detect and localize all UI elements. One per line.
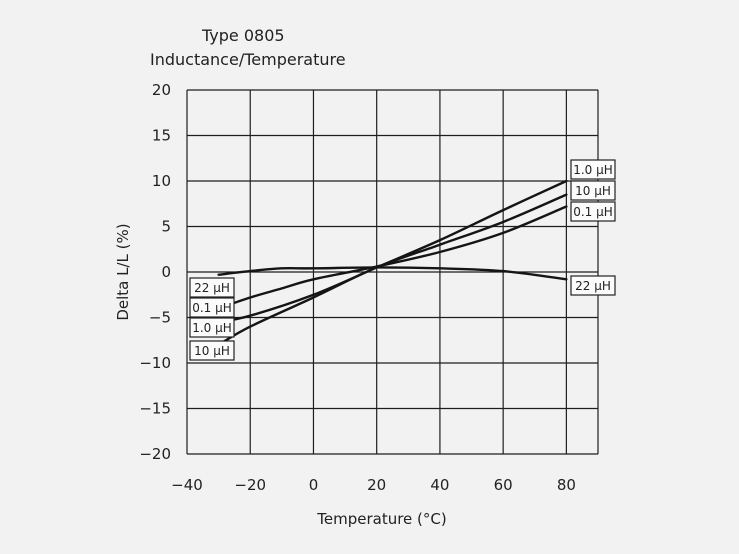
series-label-right: 22 µH	[570, 275, 616, 296]
svg-text:22 µH: 22 µH	[575, 279, 611, 293]
x-axis-ticks: −40 −20 0 20 40 60 80	[171, 476, 576, 494]
series-label-right: 1.0 µH	[570, 159, 616, 180]
series-line	[217, 266, 568, 281]
y-tick-label: 5	[161, 218, 171, 236]
svg-text:1.0 µH: 1.0 µH	[573, 163, 613, 177]
chart-title: Type 0805	[202, 26, 285, 45]
svg-text:1.0 µH: 1.0 µH	[192, 321, 232, 335]
svg-text:10 µH: 10 µH	[575, 184, 611, 198]
series-lines	[217, 179, 568, 346]
x-tick-label: −40	[171, 476, 203, 494]
series-label-left: 1.0 µH	[189, 317, 235, 338]
svg-text:10 µH: 10 µH	[194, 344, 230, 358]
series-labels: 1.0 µH 1.0 µH 10 µH 10 µH 0.1 µH 0.1 µH 22 µH 2…	[189, 159, 616, 361]
svg-text:22 µH: 22 µH	[194, 281, 230, 295]
x-tick-label: 0	[309, 476, 319, 494]
y-tick-label: −10	[139, 354, 171, 372]
y-tick-label: 10	[152, 172, 171, 190]
series-line	[217, 179, 568, 324]
series-label-left: 10 µH	[189, 340, 235, 361]
y-tick-label: 15	[152, 127, 171, 145]
series-line	[217, 205, 568, 310]
y-tick-label: −5	[149, 309, 171, 327]
x-tick-label: 60	[494, 476, 513, 494]
series-label-right: 10 µH	[570, 180, 616, 201]
x-axis-label: Temperature (°C)	[316, 510, 446, 528]
x-tick-label: 40	[430, 476, 449, 494]
y-axis-ticks: 20 15 10 5 0 −5 −10 −15 −20	[139, 81, 171, 463]
x-tick-label: 20	[367, 476, 386, 494]
y-tick-label: −20	[139, 445, 171, 463]
x-tick-label: −20	[234, 476, 266, 494]
series-label-right: 0.1 µH	[570, 201, 616, 222]
y-axis-label: Delta L/L (%)	[114, 223, 132, 320]
svg-text:0.1 µH: 0.1 µH	[573, 205, 613, 219]
y-tick-label: −15	[139, 400, 171, 418]
y-tick-label: 20	[152, 81, 171, 99]
series-label-left: 0.1 µH	[189, 297, 235, 318]
x-tick-label: 80	[557, 476, 576, 494]
series-label-left: 22 µH	[189, 277, 235, 298]
y-tick-label: 0	[161, 263, 171, 281]
chart-subtitle: Inductance/Temperature	[150, 50, 346, 69]
chart-title-block: Type 0805 Inductance/Temperature	[150, 24, 346, 72]
svg-text:0.1 µH: 0.1 µH	[192, 301, 232, 315]
